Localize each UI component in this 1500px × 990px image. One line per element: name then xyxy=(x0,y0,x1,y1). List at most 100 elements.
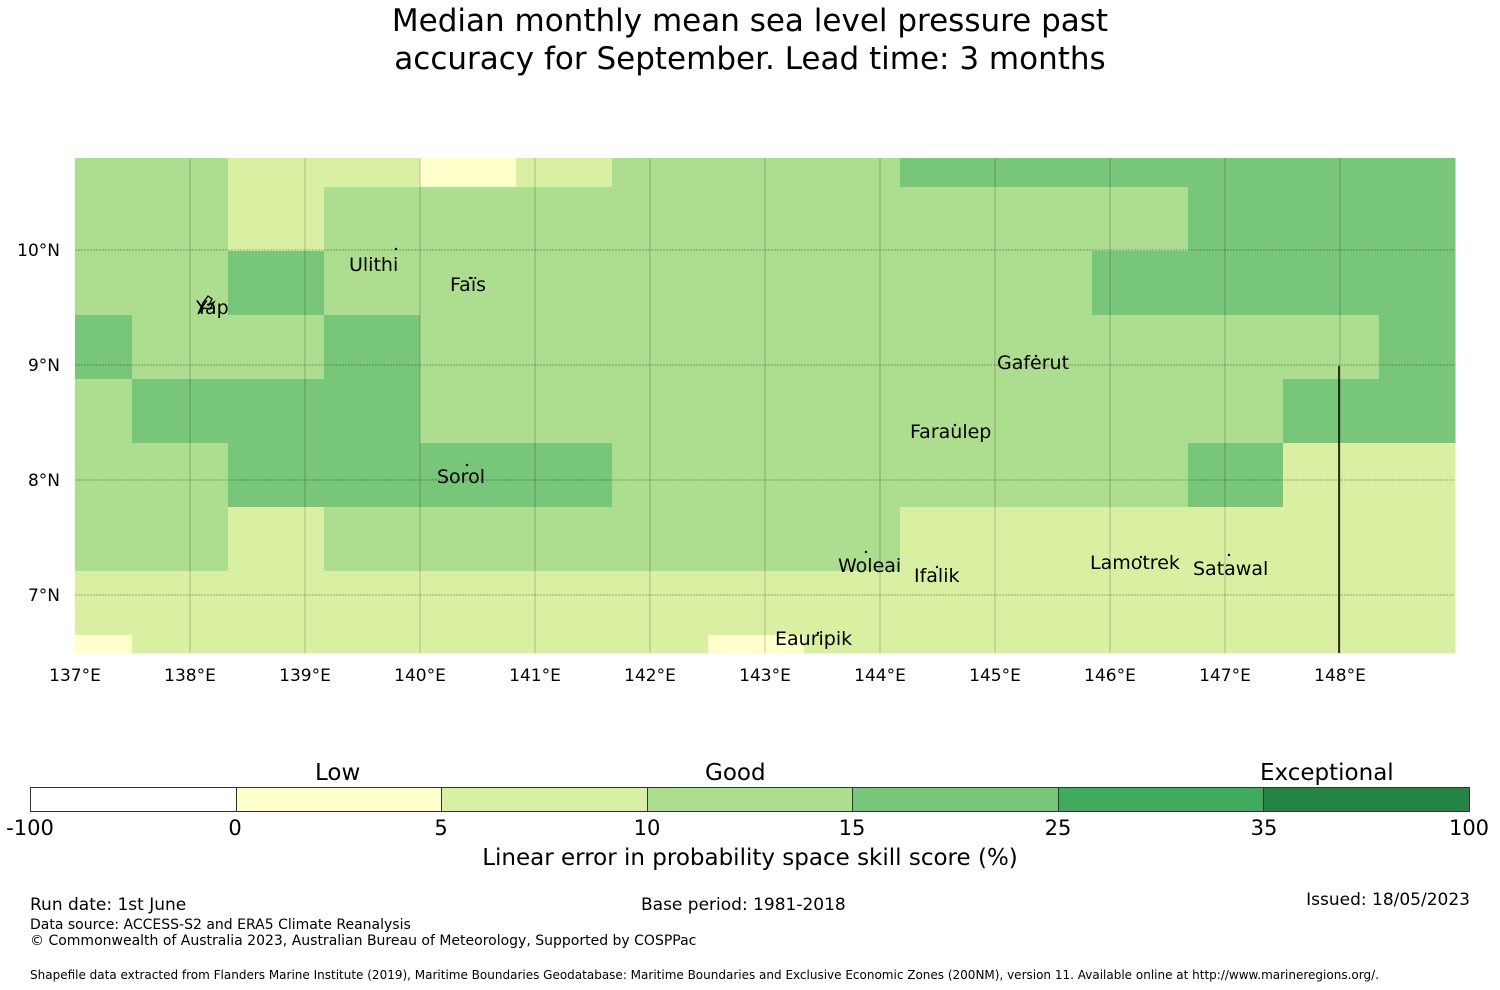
skill-cell xyxy=(1188,635,1284,654)
skill-cell xyxy=(132,158,229,188)
colorbar-segment xyxy=(441,788,647,811)
skill-cell xyxy=(996,571,1093,636)
skill-cell xyxy=(1379,635,1456,654)
skill-cell xyxy=(228,158,325,188)
skill-cell xyxy=(708,507,805,572)
skill-cell xyxy=(1092,443,1189,508)
island-marker xyxy=(953,423,957,427)
skill-cell xyxy=(1092,635,1189,654)
skill-cell xyxy=(132,379,229,444)
skill-cell xyxy=(1379,158,1456,188)
colorbar-tick: 25 xyxy=(1044,816,1072,840)
skill-cell xyxy=(1188,443,1284,508)
skill-cell xyxy=(1283,507,1380,572)
skill-cell xyxy=(1188,507,1284,572)
skill-cell xyxy=(708,315,805,380)
skill-cell xyxy=(996,187,1093,252)
place-label-eauripik: Eauripik xyxy=(775,628,852,650)
lon-tick-label: 140°E xyxy=(394,666,446,686)
skill-cell xyxy=(1092,315,1189,380)
skill-cell xyxy=(1283,158,1380,188)
skill-cell xyxy=(900,507,997,572)
skill-cell xyxy=(324,158,421,188)
island-markers xyxy=(197,247,1231,635)
skill-cell xyxy=(420,571,517,636)
island-marker xyxy=(468,276,472,280)
island-marker xyxy=(394,247,398,251)
skill-cell xyxy=(516,187,613,252)
lon-tick-label: 145°E xyxy=(969,666,1021,686)
skill-cell xyxy=(75,187,133,252)
place-label-yap: Yap xyxy=(195,297,229,319)
lat-tick-label: 10°N xyxy=(17,241,60,261)
skill-cell xyxy=(708,443,805,508)
skill-cell xyxy=(132,507,229,572)
place-label-fas: Faïs xyxy=(450,274,486,296)
skill-cell xyxy=(75,251,133,316)
colorbar-segment xyxy=(1057,788,1264,811)
lat-tick-label: 8°N xyxy=(28,471,60,491)
colorbar xyxy=(30,787,1470,812)
yap-island-shape xyxy=(197,295,216,315)
shapefile-credit: Shapefile data extracted from Flanders M… xyxy=(30,968,1379,982)
skill-cell xyxy=(900,158,997,188)
skill-cell xyxy=(1092,379,1189,444)
colorbar-segment xyxy=(852,788,1058,811)
skill-cell xyxy=(324,379,421,444)
lon-tick-label: 148°E xyxy=(1314,666,1366,686)
graticule xyxy=(75,158,1455,653)
lon-tick-label: 142°E xyxy=(624,666,676,686)
skill-cell xyxy=(228,443,325,508)
data-source: Data source: ACCESS-S2 and ERA5 Climate … xyxy=(30,917,411,933)
place-labels: Yap Ulithi Faïs Gaferut Faraulep Sorol Woleai I… xyxy=(195,254,1268,650)
skill-cell xyxy=(75,571,133,636)
lon-tick-label: 141°E xyxy=(509,666,561,686)
skill-cell xyxy=(516,571,613,636)
island-marker xyxy=(1034,354,1038,358)
skill-cell xyxy=(516,507,613,572)
skill-cell xyxy=(708,379,805,444)
skill-cell xyxy=(804,571,901,636)
skill-cell xyxy=(324,507,421,572)
skill-cell xyxy=(1188,571,1284,636)
skill-cell xyxy=(324,635,421,654)
skill-cell xyxy=(1379,251,1456,316)
colorbar-tick: 15 xyxy=(838,816,866,840)
lat-tick-label: 9°N xyxy=(28,356,60,376)
colorbar-category-exceptional: Exceptional xyxy=(1260,760,1394,786)
island-marker xyxy=(465,463,469,467)
skill-cell xyxy=(420,379,517,444)
place-label-ifalik: Ifalik xyxy=(914,565,960,587)
skill-cell xyxy=(708,571,805,636)
skill-cell xyxy=(324,571,421,636)
skill-cell xyxy=(324,251,421,316)
skill-cell xyxy=(996,635,1093,654)
skill-cell xyxy=(1379,507,1456,572)
lon-tick-label: 144°E xyxy=(854,666,906,686)
skill-cell xyxy=(612,635,709,654)
skill-cell xyxy=(1092,507,1189,572)
map-title: Median monthly mean sea level pressure p… xyxy=(0,2,1500,78)
colorbar-tick: 10 xyxy=(633,816,661,840)
colorbar-tick: 0 xyxy=(228,816,242,840)
island-marker xyxy=(816,631,820,635)
skill-cell xyxy=(1283,379,1380,444)
skill-cell xyxy=(420,158,517,188)
skill-cell xyxy=(900,379,997,444)
skill-cell xyxy=(708,187,805,252)
island-marker xyxy=(864,550,868,554)
skill-cell xyxy=(1188,158,1284,188)
lon-tick-label: 138°E xyxy=(164,666,216,686)
lon-tick-label: 143°E xyxy=(739,666,791,686)
skill-cell xyxy=(1283,315,1380,380)
skill-cell xyxy=(1283,251,1380,316)
skill-cell xyxy=(324,443,421,508)
skill-cell xyxy=(516,635,613,654)
skill-cell xyxy=(900,315,997,380)
skill-cell xyxy=(228,251,325,316)
skill-cell xyxy=(228,379,325,444)
skill-cell xyxy=(804,187,901,252)
skill-grid xyxy=(75,158,1456,654)
skill-cell xyxy=(900,443,997,508)
skill-cell xyxy=(75,443,133,508)
